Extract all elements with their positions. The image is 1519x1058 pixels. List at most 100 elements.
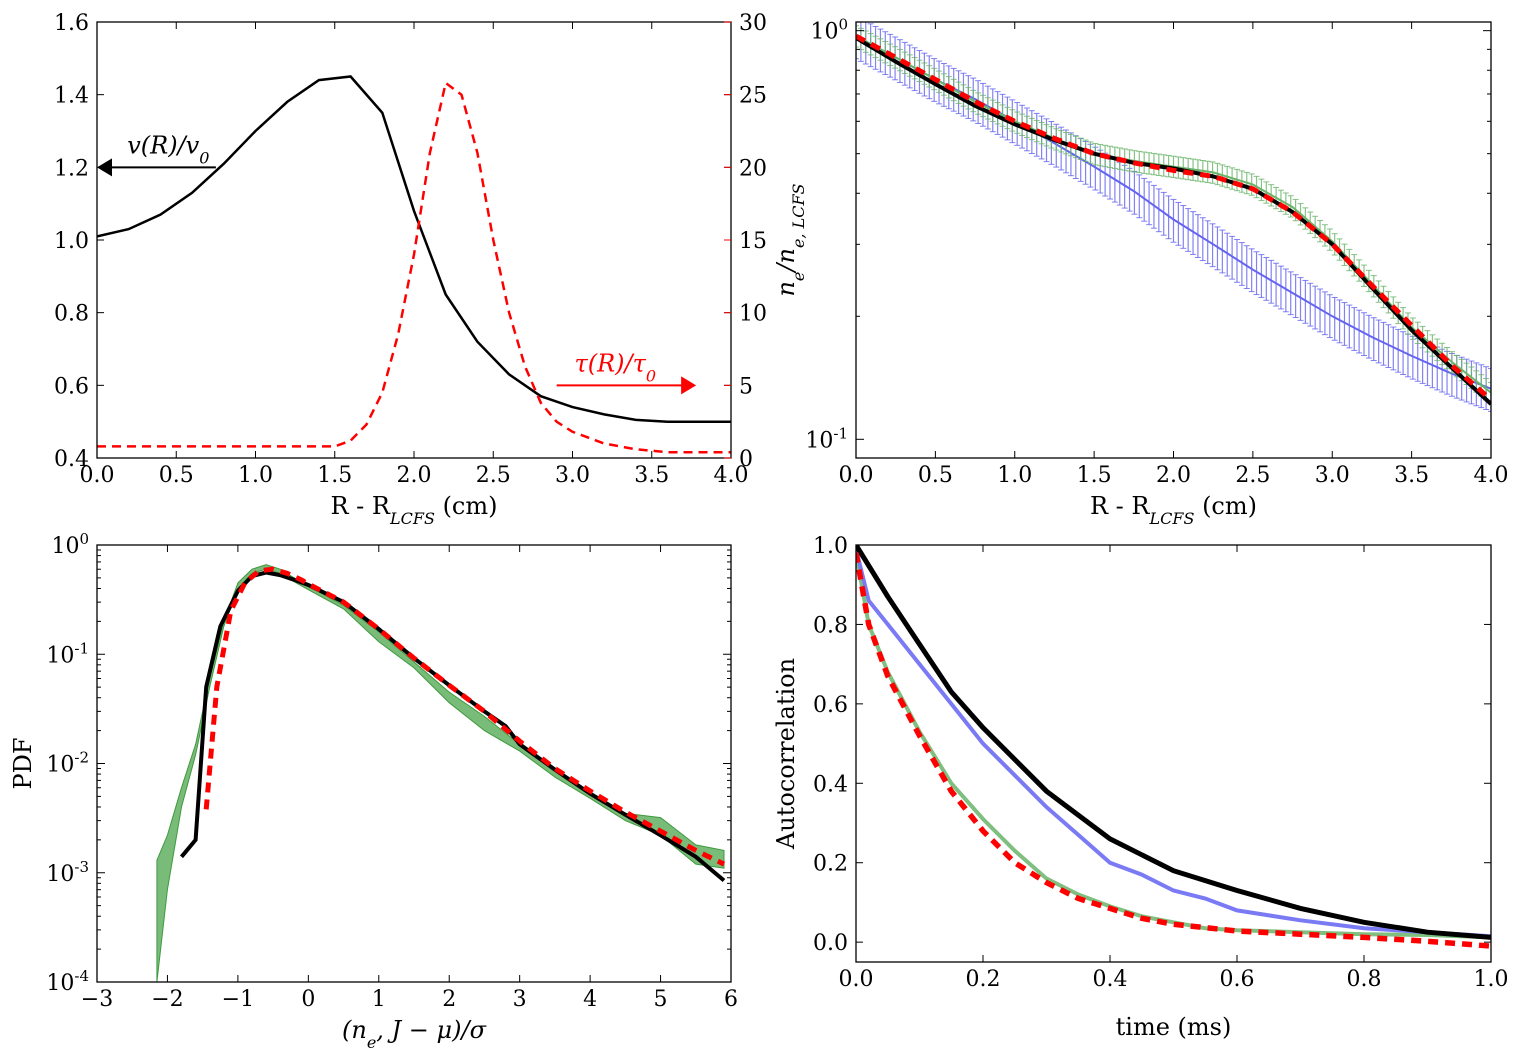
plot-frame xyxy=(96,21,732,459)
x-axis-label: (ne, J − μ)/σ xyxy=(342,1016,487,1052)
black-autocorr-curve xyxy=(856,545,1491,940)
x-tick-label: 0.0 xyxy=(839,967,874,992)
y-tick-exp: -4 xyxy=(74,967,89,985)
xlabel-sub: LCFS xyxy=(1149,509,1195,528)
y2-tick-label: 15 xyxy=(739,229,767,254)
y2-tick-label: 20 xyxy=(739,156,767,181)
y-tick-base: 10 xyxy=(46,971,74,996)
blue-autocorr-curve xyxy=(856,548,1491,939)
xlabel-unit: (cm) xyxy=(435,492,498,520)
plot-area xyxy=(156,564,726,982)
left-arrow-head xyxy=(97,158,112,177)
left-anno-main: v(R)/v xyxy=(127,131,199,159)
right-arrow-head xyxy=(681,376,697,395)
y-tick-label: 0.4 xyxy=(54,447,89,472)
x-tick-label: 6 xyxy=(724,987,738,1012)
y-tick-base: 10 xyxy=(46,643,74,668)
y-tick-label: 0.8 xyxy=(813,613,848,638)
x-tick-label: 1.0 xyxy=(1474,967,1509,992)
y-tick-label: 1.2 xyxy=(54,156,89,181)
x-tick-label: −2 xyxy=(151,987,183,1012)
y2-tick-label: 0 xyxy=(739,447,753,472)
x-tick-label: 3 xyxy=(513,987,527,1012)
x-tick-label: 1 xyxy=(372,987,386,1012)
x-tick-label: 3.0 xyxy=(555,463,590,488)
y-tick-label: 1.6 xyxy=(54,11,89,36)
x-tick-label: 2.5 xyxy=(1235,463,1270,488)
tau-curve xyxy=(97,80,731,454)
plot-frame xyxy=(855,544,1492,963)
y-axis-label: Autocorrelation xyxy=(772,658,800,850)
panel-top-left: 0.0 0.5 1.0 1.5 2.0 2.5 3.0 3.5 4.0 0.4 0.6 0.8 1.0 1… xyxy=(54,11,767,528)
x-tick-label: 0.6 xyxy=(1220,967,1255,992)
x-tick-label: 0.4 xyxy=(1093,967,1128,992)
panel-bottom-right: 0.0 0.2 0.4 0.6 0.8 1.0 0.0 0.2 0.4 0.6 0.8 1.0 time… xyxy=(772,534,1509,1041)
x-tick-label: 4 xyxy=(583,987,597,1012)
xlabel-sub: e xyxy=(367,1033,376,1052)
y-axis-label: ne/ne, LCFS xyxy=(772,183,808,296)
y-tick-label: 0.8 xyxy=(54,302,89,327)
left-anno-sub: 0 xyxy=(199,148,209,167)
y-tick-label: 0.2 xyxy=(813,852,848,877)
y-tick-base: 10 xyxy=(51,534,79,559)
ylabel-sub2: e, LCFS xyxy=(789,183,808,248)
velocity-annotation: v(R)/v0 xyxy=(127,131,209,167)
xlabel-tail: , J − μ)/σ xyxy=(376,1016,486,1044)
y-tick-label: 0.6 xyxy=(54,374,89,399)
y-tick-label: 10-4 xyxy=(46,967,89,996)
right-anno-main: τ(R)/τ xyxy=(574,349,646,377)
model-pdf-curve xyxy=(179,570,726,883)
x-tick-label: 1.5 xyxy=(1077,463,1112,488)
y2-tick-label: 5 xyxy=(739,374,753,399)
y2-tick-label: 25 xyxy=(739,84,767,109)
x-tick-label: 2 xyxy=(442,987,456,1012)
xlabel-main: R - R xyxy=(1090,492,1150,520)
ylabel-sub1: e xyxy=(789,272,808,281)
y-tick-base: 10 xyxy=(46,753,74,778)
x-tick-label: 0.0 xyxy=(839,463,874,488)
y-tick-exp: 0 xyxy=(79,530,89,548)
x-tick-label: 3.0 xyxy=(1315,463,1350,488)
xlabel-unit: (cm) xyxy=(1194,492,1257,520)
y-tick-exp: -2 xyxy=(74,749,89,767)
x-tick-label: −1 xyxy=(222,987,254,1012)
pdf-band xyxy=(156,564,725,982)
plot-area xyxy=(856,545,1491,949)
x-axis-label: time (ms) xyxy=(1116,1013,1232,1041)
y-tick-exp: -1 xyxy=(833,424,848,442)
x-tick-label: 3.5 xyxy=(1394,463,1429,488)
y-tick-label: 100 xyxy=(810,16,848,45)
y-tick-exp: -3 xyxy=(74,858,89,876)
x-tick-label: 2.0 xyxy=(397,463,432,488)
right-anno-sub: 0 xyxy=(646,366,656,385)
y2-tick-label: 10 xyxy=(739,302,767,327)
x-tick-label: 0.5 xyxy=(918,463,953,488)
x-tick-label: 4.0 xyxy=(1474,463,1509,488)
y-tick-label: 1.0 xyxy=(54,229,89,254)
y-tick-exp: -1 xyxy=(74,639,89,657)
y-tick-label: 10-2 xyxy=(46,749,89,778)
blue-data-errorbars xyxy=(856,22,1491,412)
y2-tick-label: 30 xyxy=(739,11,767,36)
y-tick-label: 1.0 xyxy=(813,534,848,559)
fit-curve xyxy=(856,33,1491,402)
x-tick-label: 3.5 xyxy=(634,463,669,488)
y-tick-label: 10-3 xyxy=(46,858,89,887)
y-tick-label: 100 xyxy=(51,530,89,559)
x-tick-label: 1.0 xyxy=(997,463,1032,488)
x-tick-label: 0.0 xyxy=(80,463,115,488)
y-tick-base: 10 xyxy=(810,20,838,45)
y-tick-label: 10-1 xyxy=(805,424,848,453)
fit-pdf-curve xyxy=(203,566,726,867)
y-tick-base: 10 xyxy=(46,862,74,887)
x-tick-label: 1.5 xyxy=(317,463,352,488)
xlabel-main: (n xyxy=(342,1016,367,1044)
x-tick-label: 2.5 xyxy=(476,463,511,488)
y-tick-label: 0.4 xyxy=(813,772,848,797)
x-tick-label: 1.0 xyxy=(238,463,273,488)
plot-area xyxy=(856,22,1491,412)
y-tick-label: 0.6 xyxy=(813,693,848,718)
